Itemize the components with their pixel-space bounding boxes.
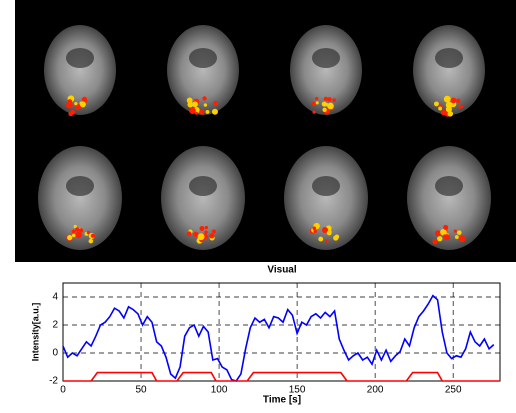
activation: [72, 230, 76, 234]
activation: [91, 234, 95, 238]
activation: [198, 233, 205, 240]
activation: [212, 230, 216, 234]
activation: [457, 230, 462, 235]
brain-detail: [189, 48, 217, 68]
activation: [79, 228, 83, 232]
brain-detail: [66, 48, 94, 68]
y-tick-label: -2: [49, 376, 58, 387]
brain-detail: [66, 176, 94, 196]
x-tick-label: 50: [135, 385, 147, 396]
brain-detail: [435, 48, 463, 68]
activation: [455, 235, 459, 239]
activation: [202, 96, 206, 100]
activation: [313, 230, 316, 233]
activation: [67, 99, 72, 104]
chart-title: Visual: [267, 265, 296, 276]
activation: [312, 110, 315, 113]
activation: [458, 105, 461, 108]
brain-detail: [435, 176, 463, 196]
activation: [434, 101, 439, 106]
activation: [454, 230, 457, 233]
data-line: [63, 296, 494, 381]
x-axis-label: Time [s]: [263, 395, 301, 406]
activation: [327, 230, 332, 235]
x-tick-label: 250: [445, 385, 462, 396]
y-axis-label: Intensity[a.u.]: [30, 303, 40, 362]
activation: [447, 111, 453, 117]
activation: [195, 112, 198, 115]
x-tick-label: 200: [367, 385, 384, 396]
activation: [213, 101, 218, 106]
activation: [199, 109, 204, 114]
activation: [327, 97, 332, 102]
activation: [443, 225, 448, 230]
data-line: [63, 373, 500, 381]
activation: [187, 231, 192, 236]
activation: [443, 234, 446, 237]
activation: [437, 236, 442, 241]
activation: [204, 230, 207, 233]
activation: [438, 107, 442, 111]
figure: Visual Time [s] Intensity[a.u.] -2024050…: [0, 0, 516, 408]
activation: [89, 239, 94, 244]
activation: [192, 101, 198, 107]
activation: [187, 98, 193, 104]
activation: [459, 235, 466, 242]
x-tick-label: 100: [211, 385, 228, 396]
brain-slice: [407, 146, 491, 250]
activation: [315, 97, 318, 100]
y-tick-label: 2: [52, 320, 58, 331]
activation: [322, 108, 326, 112]
activation: [451, 98, 457, 104]
brain-detail: [189, 176, 217, 196]
activation: [446, 102, 453, 109]
page: {"chart_data": {"type": "line", "title":…: [0, 0, 516, 408]
activation: [318, 237, 323, 242]
activation: [199, 226, 204, 231]
y-tick-label: 4: [52, 292, 58, 303]
activation: [316, 101, 319, 104]
activation: [70, 110, 75, 115]
activation: [204, 103, 207, 106]
brain-slice: [167, 25, 239, 115]
activation: [432, 239, 437, 244]
x-tick-label: 0: [60, 385, 66, 396]
brain-slice: [44, 25, 116, 115]
activation: [444, 96, 451, 103]
brain-slice: [290, 25, 362, 115]
y-tick-label: 0: [52, 348, 58, 359]
activation: [80, 101, 86, 107]
activation: [312, 102, 316, 106]
activation: [212, 109, 218, 115]
activation: [441, 110, 446, 115]
brain-slice: [284, 146, 368, 250]
x-tick-label: 150: [289, 385, 306, 396]
brain-detail: [312, 48, 340, 68]
activation: [189, 107, 196, 114]
activation: [435, 230, 441, 236]
activation: [312, 227, 316, 231]
activation: [327, 103, 334, 110]
activation: [335, 235, 339, 239]
activation: [325, 239, 328, 242]
activation: [72, 234, 76, 238]
activation: [206, 110, 210, 114]
activation: [193, 232, 198, 237]
activation: [456, 99, 460, 103]
activation: [332, 98, 336, 102]
activation: [74, 102, 77, 105]
activation: [67, 235, 72, 240]
activation: [209, 233, 214, 238]
activation: [205, 226, 208, 229]
brain-detail: [312, 176, 340, 196]
